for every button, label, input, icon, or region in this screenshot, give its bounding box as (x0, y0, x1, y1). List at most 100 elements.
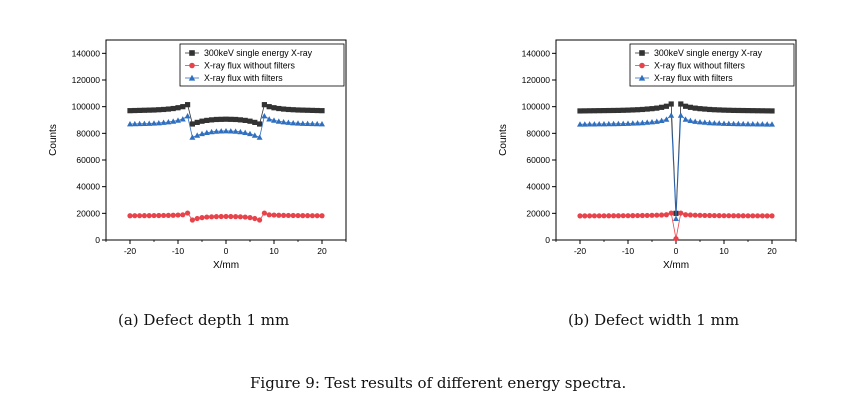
legend-marker (638, 74, 646, 81)
data-point (721, 120, 727, 126)
data-point (242, 117, 248, 123)
data-point (706, 119, 713, 126)
data-point (764, 121, 771, 127)
data-point (702, 106, 708, 112)
data-point (726, 213, 732, 219)
x-tick-label: 20 (767, 246, 777, 256)
data-point (692, 212, 698, 218)
data-point (156, 107, 162, 113)
data-point (305, 107, 311, 113)
data-point (137, 213, 143, 219)
data-point (213, 128, 220, 134)
data-point (309, 107, 315, 113)
data-point (764, 108, 770, 114)
data-point (606, 107, 612, 114)
y-tick-label: 120000 (522, 75, 551, 85)
data-point (285, 106, 291, 113)
data-point (721, 213, 727, 219)
data-point (735, 107, 741, 114)
data-point (587, 213, 593, 219)
data-point (180, 212, 186, 218)
data-point (156, 212, 162, 219)
y-tick-label: 120000 (72, 75, 101, 85)
series-line (579, 103, 773, 214)
data-point (209, 214, 215, 220)
data-point (276, 105, 282, 112)
y-tick-label: 0 (95, 235, 100, 245)
data-point (237, 128, 244, 135)
data-point (151, 212, 157, 219)
data-point (615, 120, 622, 127)
data-point (228, 116, 234, 122)
data-point (170, 118, 177, 124)
data-point (596, 108, 602, 114)
data-point (170, 212, 176, 218)
data-point (639, 106, 645, 113)
data-point (586, 121, 593, 127)
data-point (745, 213, 751, 219)
x-axis-label: X/mm (213, 260, 239, 271)
data-point (740, 213, 746, 219)
data-point (304, 120, 311, 126)
data-point (611, 213, 617, 219)
data-point (146, 107, 152, 113)
y-tick-label: 80000 (526, 128, 550, 138)
data-point (175, 117, 181, 123)
data-point (581, 121, 588, 127)
legend-marker (189, 50, 195, 56)
chart-a: 0 20000 40000 60000 80000 100000 120000 140000 -… (48, 39, 347, 271)
data-point (213, 214, 219, 220)
data-point (730, 120, 737, 127)
data-point (707, 212, 713, 219)
data-point (261, 210, 267, 216)
data-point (601, 213, 607, 219)
data-point (146, 213, 152, 219)
data-point (635, 107, 641, 113)
data-point (131, 120, 138, 127)
data-point (716, 213, 722, 219)
y-tick-label: 80000 (76, 128, 100, 138)
data-point (615, 213, 621, 219)
data-point (668, 210, 674, 216)
data-point (625, 120, 631, 126)
data-point (625, 107, 631, 113)
y-tick-label: 40000 (76, 182, 100, 192)
data-point (639, 212, 645, 219)
data-point (701, 119, 708, 125)
data-point (611, 107, 617, 114)
data-point (203, 129, 210, 136)
data-point (218, 213, 224, 220)
subfigure-caption-b: (b) Defect width 1 mm (568, 311, 740, 329)
x-tick-label: -20 (124, 246, 137, 256)
data-point (749, 121, 756, 127)
data-point (659, 212, 665, 218)
data-point (146, 120, 153, 126)
data-point (218, 116, 224, 122)
data-point (300, 107, 306, 113)
data-point (678, 101, 684, 107)
data-point (290, 212, 296, 219)
data-point (271, 105, 277, 111)
data-point (208, 128, 215, 135)
y-axis-label: Counts (48, 124, 59, 156)
data-point (257, 121, 263, 127)
data-point (199, 215, 205, 221)
data-point (577, 121, 583, 127)
data-point (275, 118, 282, 124)
data-point (735, 120, 742, 127)
data-point (285, 212, 291, 219)
data-point (199, 130, 205, 137)
data-point (165, 212, 171, 218)
legend-marker (639, 62, 645, 69)
data-point (587, 108, 593, 114)
data-point (596, 213, 602, 219)
data-point (252, 215, 258, 222)
legend-marker (639, 50, 645, 56)
data-point (179, 116, 186, 122)
data-point (591, 213, 597, 219)
data-point (242, 129, 249, 136)
data-point (721, 107, 727, 113)
data-point (247, 215, 253, 221)
data-point (577, 108, 583, 114)
legend-label: X-ray flux with filters (204, 73, 283, 83)
